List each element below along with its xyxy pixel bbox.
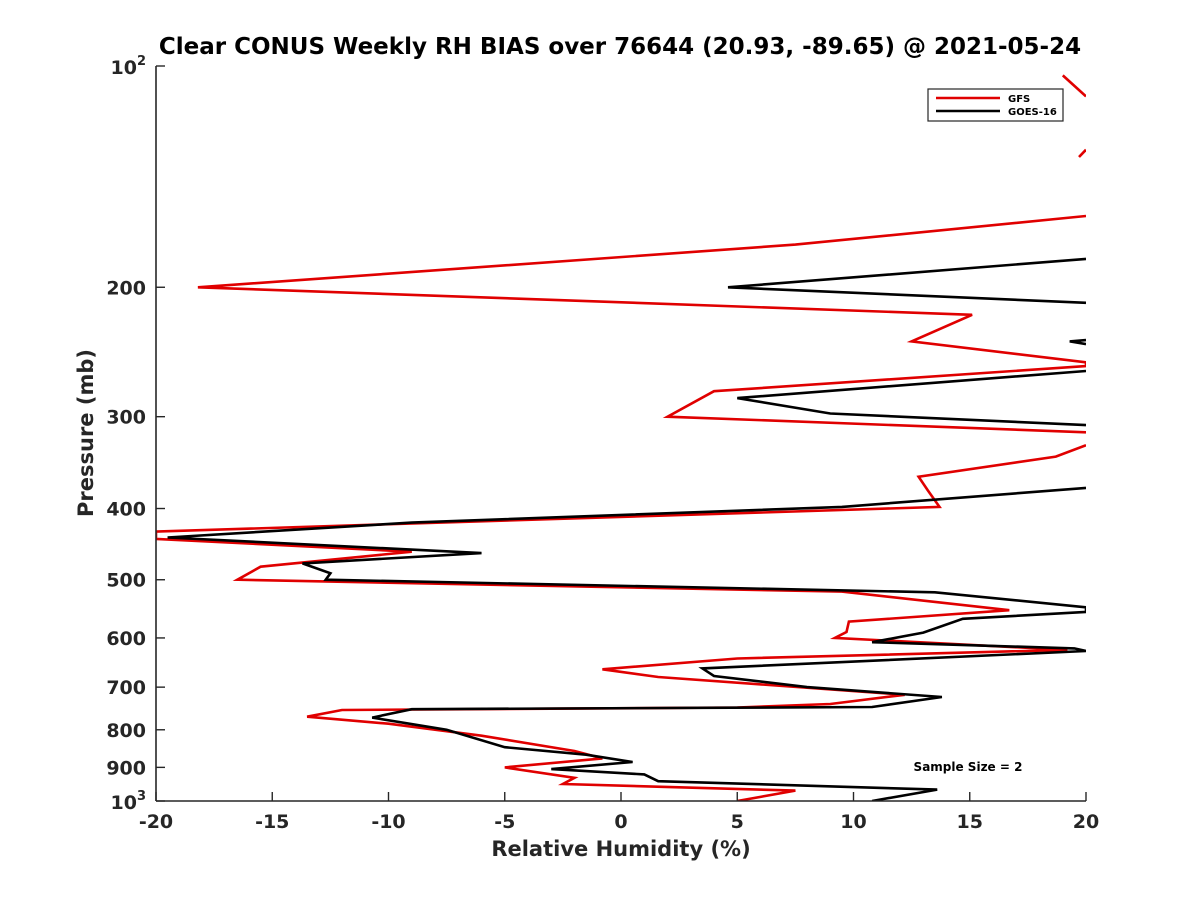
x-tick-label: 0 — [614, 811, 627, 833]
y-axis-label: Pressure (mb) — [74, 349, 98, 517]
series-line-gfs-0 — [1061, 74, 1086, 98]
x-tick-label: -5 — [494, 811, 515, 833]
y-decade-tick-label: 102 — [111, 54, 147, 79]
x-tick-label: -15 — [255, 811, 289, 833]
series-line-gfs-1 — [1078, 148, 1086, 158]
series-line-gfs-2 — [197, 214, 1086, 434]
x-axis-label: Relative Humidity (%) — [491, 837, 750, 861]
sample-size-annotation: Sample Size = 2 — [914, 760, 1023, 774]
x-tick-label: 20 — [1073, 811, 1099, 833]
series-line-goes-16-3 — [167, 486, 1086, 801]
x-tick-label: 5 — [731, 811, 744, 833]
legend-box — [927, 88, 1064, 122]
plot-area — [156, 74, 1086, 801]
legend-label: GOES-16 — [1008, 107, 1057, 118]
y-tick-label: 600 — [106, 628, 146, 650]
y-tick-label: 900 — [106, 757, 146, 779]
series-line-goes-16-1 — [1069, 338, 1086, 346]
y-tick-label: 200 — [106, 277, 146, 299]
chart-title: Clear CONUS Weekly RH BIAS over 76644 (2… — [159, 34, 1081, 60]
y-tick-label: 800 — [106, 720, 146, 742]
x-tick-label: -20 — [139, 811, 173, 833]
y-tick-label: 500 — [106, 570, 146, 592]
y-tick-label: 300 — [106, 407, 146, 429]
y-tick-label: 700 — [106, 677, 146, 699]
legend-label: GFS — [1008, 94, 1030, 105]
series-line-goes-16-2 — [737, 369, 1086, 427]
y-decade-tick-label: 103 — [111, 789, 147, 814]
series-line-goes-16-0 — [727, 257, 1086, 305]
legend: GFS GOES-16 — [927, 88, 1064, 122]
x-tick-label: 10 — [840, 811, 866, 833]
y-tick-label: 400 — [106, 499, 146, 521]
axes: -20 -15 -10 -5 0 5 10 15 20 200 300 400 500 600 700 800… — [106, 54, 1099, 833]
x-tick-label: 15 — [957, 811, 983, 833]
x-tick-label: -10 — [371, 811, 405, 833]
